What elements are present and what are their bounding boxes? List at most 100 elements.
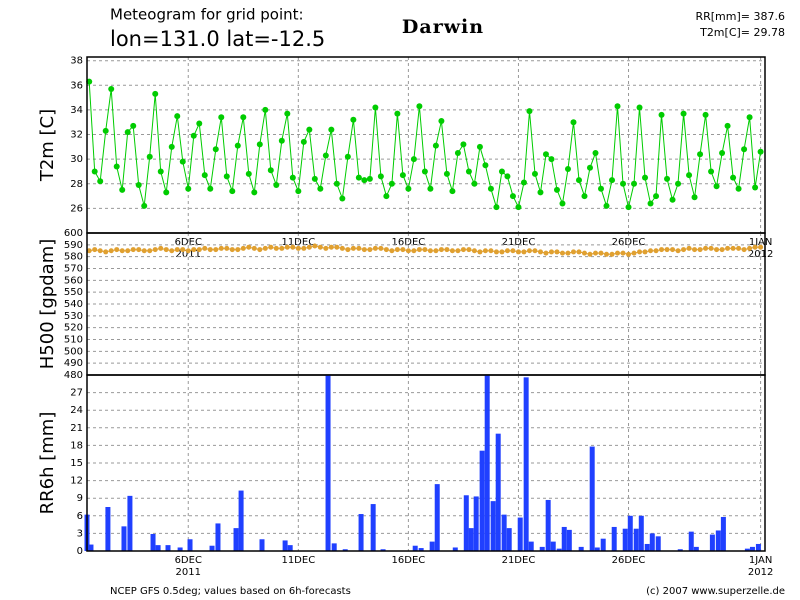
- point: [487, 185, 494, 192]
- point: [130, 122, 137, 129]
- point: [498, 168, 505, 175]
- point: [471, 248, 477, 254]
- point: [653, 248, 659, 254]
- point: [504, 248, 510, 254]
- point: [119, 248, 125, 254]
- bar: [517, 517, 523, 551]
- point: [152, 247, 158, 253]
- point: [432, 142, 439, 149]
- bar: [468, 528, 474, 551]
- x-tick-label: 21DEC: [502, 555, 536, 566]
- bar: [473, 496, 479, 551]
- point: [586, 164, 593, 171]
- point: [213, 247, 219, 253]
- bar: [238, 490, 244, 551]
- point: [191, 247, 197, 253]
- point: [179, 158, 186, 165]
- y-tick-label: 15: [70, 458, 83, 469]
- point: [680, 110, 687, 117]
- point: [394, 247, 400, 253]
- point: [185, 248, 191, 254]
- bar: [490, 501, 496, 551]
- y-tick-label: 580: [64, 252, 83, 263]
- bar: [209, 545, 215, 551]
- bar: [501, 514, 507, 551]
- point: [631, 180, 638, 187]
- point: [575, 177, 582, 184]
- bar: [165, 545, 171, 551]
- point: [570, 119, 577, 126]
- point: [537, 249, 543, 255]
- point: [476, 143, 483, 150]
- point: [246, 244, 252, 250]
- point: [295, 245, 301, 251]
- point: [322, 152, 329, 159]
- point: [603, 202, 610, 209]
- y-tick-label: 550: [64, 287, 83, 298]
- bar: [233, 528, 239, 551]
- point: [642, 249, 648, 255]
- point: [713, 183, 720, 190]
- point: [625, 204, 632, 211]
- point: [433, 248, 439, 254]
- bar: [566, 529, 572, 551]
- y-tick-label: 490: [64, 358, 83, 369]
- bar: [611, 526, 617, 551]
- y-tick-label: 590: [64, 240, 83, 251]
- y-tick-label: 520: [64, 323, 83, 334]
- point: [284, 244, 290, 250]
- bar: [633, 528, 639, 551]
- point: [108, 86, 115, 92]
- x-tick-year: 2011: [176, 249, 201, 260]
- point: [614, 103, 621, 110]
- y-tick-label: 30: [70, 154, 83, 165]
- point: [245, 170, 252, 177]
- point: [493, 249, 499, 255]
- point: [366, 175, 373, 182]
- point: [747, 245, 753, 251]
- point: [256, 141, 263, 148]
- point: [670, 247, 676, 253]
- x-tick-label: 11DEC: [281, 237, 315, 248]
- point: [615, 250, 621, 256]
- point: [207, 247, 213, 253]
- point: [565, 250, 571, 256]
- bar: [282, 540, 288, 551]
- point: [405, 248, 411, 254]
- y-tick-label: 510: [64, 335, 83, 346]
- y-tick-label: 3: [77, 528, 83, 539]
- point: [174, 113, 181, 120]
- bar: [434, 484, 440, 551]
- point: [482, 248, 488, 254]
- point: [284, 110, 291, 117]
- point: [427, 248, 433, 254]
- point: [531, 170, 538, 177]
- bar: [644, 543, 650, 551]
- bar: [594, 547, 600, 551]
- point: [410, 156, 417, 163]
- point: [306, 244, 312, 250]
- point: [702, 111, 709, 118]
- point: [207, 185, 214, 192]
- y-tick-label: 600: [64, 228, 83, 239]
- bar: [550, 541, 556, 551]
- point: [306, 126, 313, 133]
- point: [158, 245, 164, 251]
- y-tick-label: 530: [64, 311, 83, 322]
- point: [466, 247, 472, 253]
- bar: [358, 514, 364, 551]
- point: [119, 186, 126, 193]
- point: [741, 247, 747, 253]
- point: [515, 204, 522, 211]
- bar: [150, 533, 156, 551]
- bar: [105, 507, 111, 551]
- point: [394, 110, 401, 117]
- x-tick-label: 21DEC: [502, 237, 536, 248]
- point: [741, 146, 748, 153]
- point: [669, 196, 676, 203]
- point: [692, 247, 698, 253]
- point: [279, 245, 285, 251]
- point: [152, 90, 159, 97]
- point: [719, 247, 725, 253]
